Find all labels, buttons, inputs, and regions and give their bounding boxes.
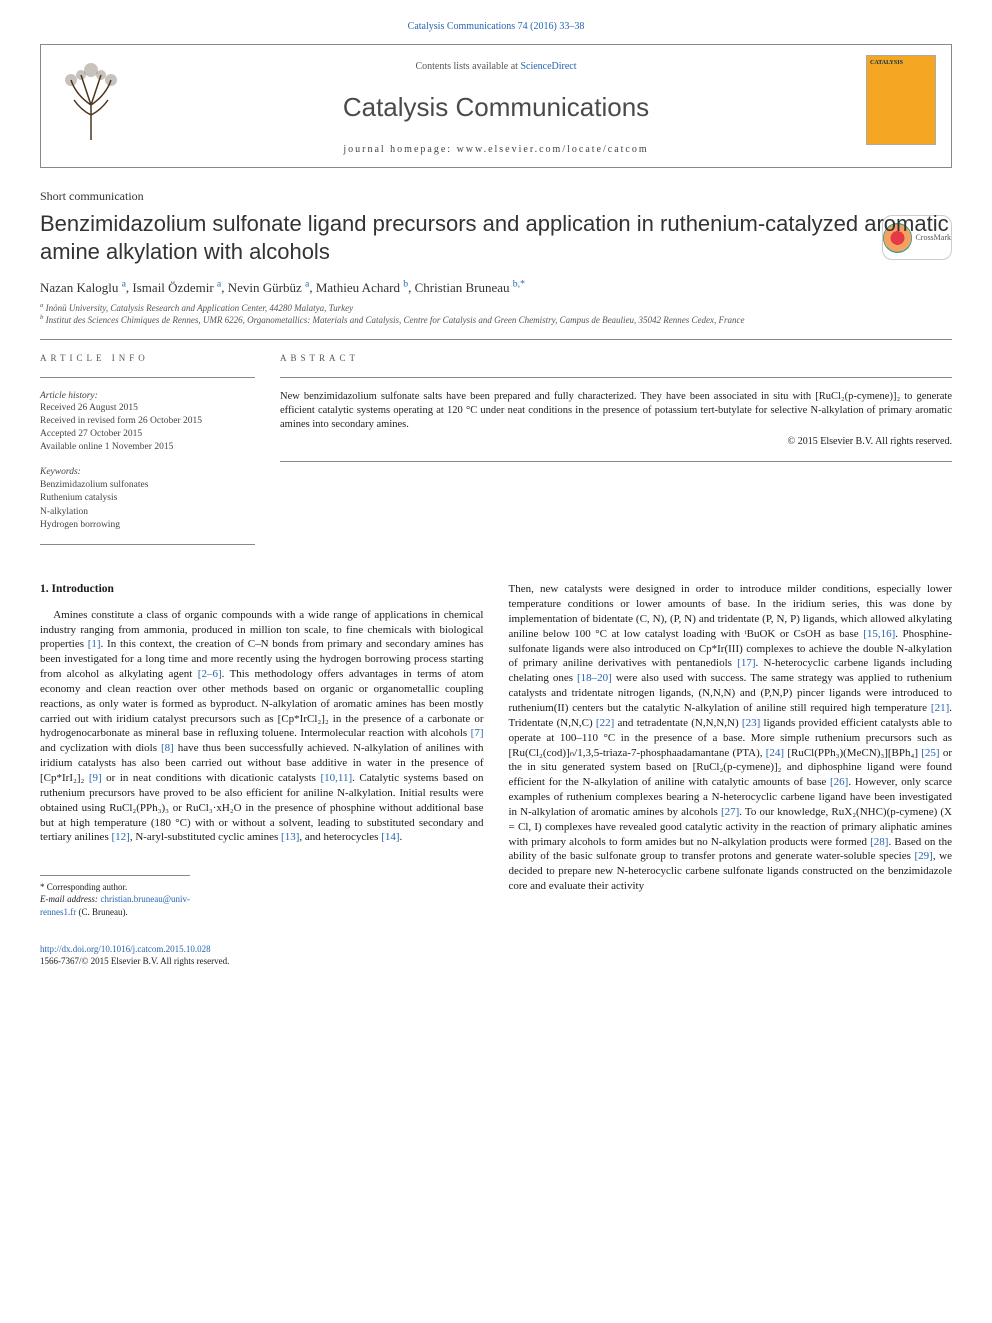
citation-link[interactable]: [27] bbox=[721, 806, 739, 818]
citation-link[interactable]: [14] bbox=[381, 831, 399, 843]
author[interactable]: , Christian Bruneau b,* bbox=[408, 280, 525, 295]
lists-available: Contents lists available at ScienceDirec… bbox=[56, 60, 936, 74]
citation-link[interactable]: [28] bbox=[870, 836, 888, 848]
citation-link[interactable]: [12] bbox=[111, 831, 129, 843]
abstract-copyright: © 2015 Elsevier B.V. All rights reserved… bbox=[280, 435, 952, 449]
citation-link[interactable]: [25] bbox=[921, 747, 939, 759]
section-heading: 1. Introduction bbox=[40, 582, 484, 598]
citation-link[interactable]: [21] bbox=[931, 702, 949, 714]
article-info-head: ARTICLE INFO bbox=[40, 352, 255, 365]
citation-link[interactable]: [24] bbox=[766, 747, 784, 759]
divider bbox=[40, 544, 255, 545]
citation-link[interactable]: [29] bbox=[914, 850, 932, 862]
citation-link[interactable]: [8] bbox=[161, 742, 174, 754]
body-paragraph: Amines constitute a class of organic com… bbox=[40, 608, 484, 846]
abstract-text: New benzimidazolium sulfonate salts have… bbox=[280, 390, 952, 433]
citation-link[interactable]: [15,16] bbox=[863, 628, 895, 640]
journal-title: Catalysis Communications bbox=[56, 89, 936, 125]
abstract-head: ABSTRACT bbox=[280, 352, 952, 365]
citation-link[interactable]: [18–20] bbox=[577, 672, 612, 684]
divider bbox=[280, 377, 952, 378]
citation-link[interactable]: [9] bbox=[89, 772, 102, 784]
body-paragraph: Then, new catalysts were designed in ord… bbox=[509, 582, 953, 894]
citation-link[interactable]: [10,11] bbox=[320, 772, 352, 784]
sciencedirect-link[interactable]: ScienceDirect bbox=[520, 61, 576, 72]
journal-citation[interactable]: Catalysis Communications 74 (2016) 33–38 bbox=[40, 20, 952, 34]
journal-cover-thumbnail: CATALYSIS bbox=[866, 55, 936, 145]
author[interactable]: , Ismail Özdemir a bbox=[126, 280, 221, 295]
authors-list: Nazan Kaloglu a, Ismail Özdemir a, Nevin… bbox=[40, 277, 952, 297]
citation-link[interactable]: [17] bbox=[737, 657, 755, 669]
affiliations: a Inönü University, Catalysis Research a… bbox=[40, 302, 952, 327]
author[interactable]: , Mathieu Achard b bbox=[309, 280, 408, 295]
elsevier-tree-logo: ELSEVIER bbox=[56, 55, 126, 145]
divider bbox=[40, 377, 255, 378]
citation-link[interactable]: [1] bbox=[88, 638, 101, 650]
author[interactable]: , Nevin Gürbüz a bbox=[221, 280, 309, 295]
doi-link[interactable]: http://dx.doi.org/10.1016/j.catcom.2015.… bbox=[40, 944, 211, 954]
corresponding-footnote: * Corresponding author. E-mail address: … bbox=[40, 875, 190, 917]
corresponding-mark[interactable]: * bbox=[520, 278, 525, 289]
article-type: Short communication bbox=[40, 188, 952, 205]
page-footer: http://dx.doi.org/10.1016/j.catcom.2015.… bbox=[40, 943, 952, 968]
body-column-left: 1. Introduction Amines constitute a clas… bbox=[40, 582, 484, 917]
citation-link[interactable]: [23] bbox=[742, 717, 760, 729]
body-column-right: Then, new catalysts were designed in ord… bbox=[509, 582, 953, 917]
article-history: Article history: Received 26 August 2015… bbox=[40, 390, 255, 454]
keywords: Keywords: Benzimidazolium sulfonates Rut… bbox=[40, 466, 255, 532]
citation-link[interactable]: [22] bbox=[596, 717, 614, 729]
divider bbox=[280, 461, 952, 462]
journal-homepage: journal homepage: www.elsevier.com/locat… bbox=[56, 143, 936, 157]
citation-link[interactable]: [2–6] bbox=[198, 668, 222, 680]
citation-link[interactable]: [7] bbox=[471, 727, 484, 739]
article-title: Benzimidazolium sulfonate ligand precurs… bbox=[40, 210, 952, 265]
header-box: ELSEVIER Contents lists available at Sci… bbox=[40, 44, 952, 168]
divider bbox=[40, 339, 952, 340]
author[interactable]: Nazan Kaloglu a bbox=[40, 280, 126, 295]
citation-link[interactable]: [13] bbox=[281, 831, 299, 843]
citation-link[interactable]: [26] bbox=[830, 776, 848, 788]
